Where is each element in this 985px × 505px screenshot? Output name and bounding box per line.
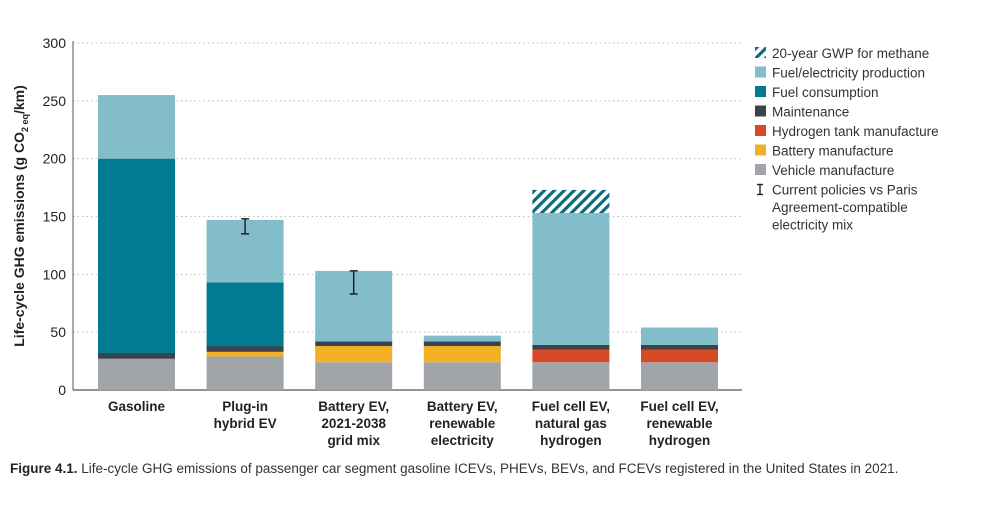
bar-segment-maintenance [98,352,175,359]
x-category-label: hybrid EV [214,416,277,431]
legend-swatch [755,86,766,97]
stacked-bar-chart: Life-cycle GHG emissions (g CO2 eq/km) 0… [11,35,939,448]
x-category-label: natural gas [535,416,607,431]
x-category-label: renewable [429,416,496,431]
legend-swatch [755,105,766,117]
y-tick-label: 150 [43,209,67,225]
bar-segment-maintenance [641,344,718,350]
bar-segment-battery-manufacture [206,351,284,357]
x-category-label: Battery EV, [427,399,498,414]
x-category-label: Battery EV, [318,399,389,414]
bar-segment-20-year-gwp-for-methane [532,189,610,214]
x-category-label: hydrogen [540,433,602,448]
y-tick-label: 50 [50,324,66,340]
bar-segment-vehicle-manufacture [206,356,284,390]
bar-segment-fuel-electricity-production [98,95,175,159]
legend-label: Fuel consumption [772,85,879,100]
legend-swatch [755,125,766,136]
legend-swatch [755,47,766,58]
bar-segment-maintenance [206,346,284,352]
legend-label: Current policies vs Paris [772,183,918,198]
x-category-label: Plug-in [222,399,268,414]
y-axis-label: Life-cycle GHG emissions (g CO2 eq/km) [11,85,30,347]
caption-label: Figure 4.1. [10,461,78,476]
legend-label: 20-year GWP for methane [772,46,929,61]
x-category-label: 2021-2038 [321,416,386,431]
bar-segment-battery-manufacture [315,346,393,363]
y-tick-label: 0 [58,382,66,398]
legend-error-bar-icon [757,183,763,196]
legend-label: Maintenance [772,105,849,120]
x-category-label: renewable [646,416,713,431]
legend-label: Hydrogen tank manufacture [772,124,939,139]
legend-swatch [755,66,766,78]
bar-segment-battery-manufacture [423,346,501,363]
y-tick-label: 250 [43,93,67,109]
bar-segment-maintenance [423,341,501,347]
caption-text: Life-cycle GHG emissions of passenger ca… [77,461,899,476]
figure-caption: Figure 4.1. Life-cycle GHG emissions of … [10,458,910,479]
x-category-label: hydrogen [649,433,711,448]
x-category-label: Gasoline [108,399,166,414]
bar-segment-hydrogen-tank-manufacture [532,349,610,363]
legend-swatch [755,144,766,156]
x-category-label: grid mix [327,433,380,448]
bar-segment-vehicle-manufacture [423,362,501,390]
y-tick-label: 100 [43,266,67,282]
legend-label: Fuel/electricity production [772,66,925,81]
bar-segment-vehicle-manufacture [532,362,610,390]
bar-segment-vehicle-manufacture [98,358,175,390]
bar-segment-fuel-electricity-production [641,327,718,345]
bar-segment-fuel-consumption [98,158,175,353]
bar-segment-fuel-electricity-production [423,335,501,342]
y-tick-label: 200 [43,151,67,167]
bar-segment-vehicle-manufacture [315,362,393,390]
bar-segment-hydrogen-tank-manufacture [641,349,718,363]
bar-segment-maintenance [315,341,393,347]
x-category-label: Fuel cell EV, [640,399,718,414]
x-category-label: Fuel cell EV, [532,399,610,414]
bar-segment-vehicle-manufacture [641,362,718,390]
legend-label: electricity mix [772,218,853,233]
error-bar [349,270,358,295]
error-bar [241,218,250,235]
legend-swatch [755,164,766,175]
bar-segment-fuel-electricity-production [532,213,610,345]
y-tick-label: 300 [43,35,67,51]
legend-label: Vehicle manufacture [772,163,894,178]
legend-label: Battery manufacture [772,144,894,159]
legend-label: Agreement-compatible [772,200,908,215]
bar-segment-maintenance [532,344,610,350]
bar-segment-fuel-consumption [206,282,284,347]
x-category-label: electricity [431,433,495,448]
